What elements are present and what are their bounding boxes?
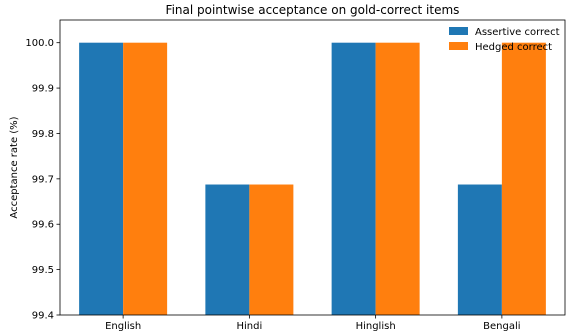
bar-hedged-correct-english — [123, 42, 168, 315]
y-tick-label: 99.6 — [32, 220, 54, 231]
y-tick-label: 99.8 — [32, 129, 54, 140]
x-tick-label: Hinglish — [356, 321, 396, 332]
bar-hedged-correct-bengali — [501, 42, 546, 315]
chart-title: Final pointwise acceptance on gold-corre… — [166, 3, 460, 17]
x-axis-ticks: English Hindi Hinglish Bengali — [105, 315, 521, 332]
legend: Assertive correct Hedged correct — [449, 27, 560, 53]
x-tick-label: Bengali — [483, 321, 520, 332]
y-axis-ticks: 99.4 99.5 99.6 99.7 99.8 99.9 100.0 — [25, 38, 60, 322]
bar-assertive-correct-hindi — [205, 184, 250, 315]
y-tick-label: 99.5 — [32, 265, 54, 276]
bar-assertive-correct-hinglish — [331, 42, 376, 315]
y-tick-label: 99.4 — [32, 311, 54, 322]
bar-hedged-correct-hinglish — [375, 42, 420, 315]
bar-assertive-correct-english — [79, 42, 124, 315]
x-tick-label: English — [105, 321, 141, 332]
legend-label: Hedged correct — [475, 42, 552, 53]
bars — [79, 42, 546, 315]
y-tick-label: 100.0 — [25, 38, 54, 49]
legend-swatch — [449, 42, 468, 50]
plot-frame — [59, 19, 566, 316]
x-tick-label: Hindi — [236, 321, 262, 332]
y-tick-label: 99.7 — [32, 174, 54, 185]
bar-hedged-correct-hindi — [249, 184, 294, 315]
y-tick-label: 99.9 — [32, 84, 54, 95]
legend-label: Assertive correct — [475, 27, 560, 38]
y-axis-title: Acceptance rate (%) — [9, 116, 20, 218]
bar-assertive-correct-bengali — [457, 184, 502, 315]
legend-swatch — [449, 27, 468, 35]
